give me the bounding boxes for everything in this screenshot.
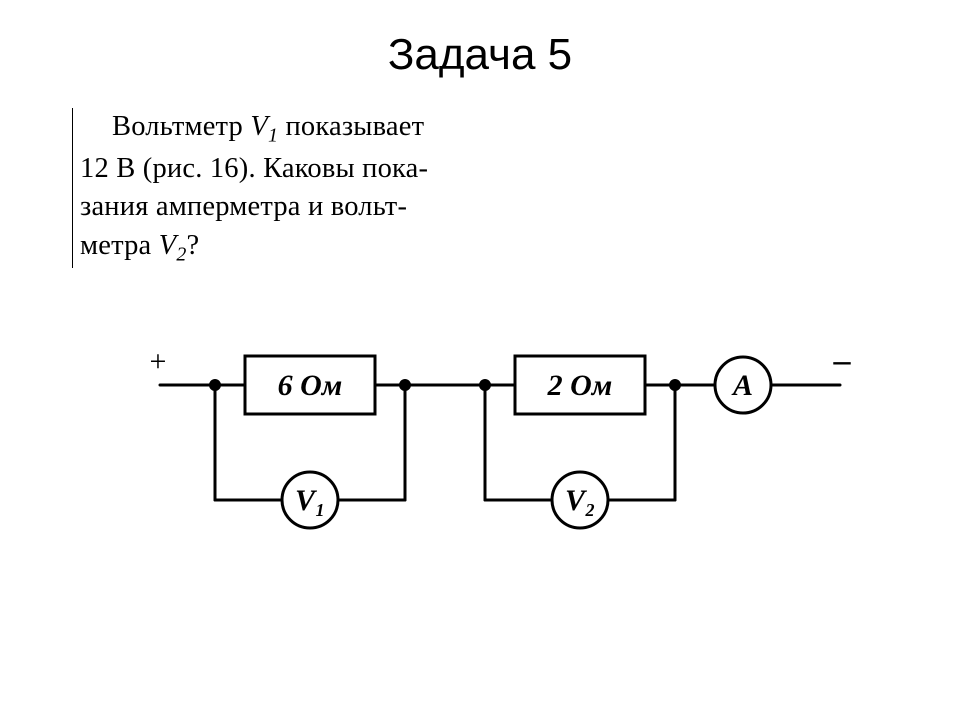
voltmeter-v2-sub: 2 [585,500,595,520]
v2-symbol: V [159,230,177,261]
ammeter-label: A [731,369,753,402]
problem-text: зания амперметра и вольт- [80,191,407,222]
v1-symbol: V [250,111,268,142]
problem-text: метра [80,230,159,261]
resistor-r2-label: 2 Ом [547,369,613,402]
v2-subscript: 2 [176,243,186,265]
problem-statement: Вольтметр V1 показывает 12 В (рис. 16). … [80,108,500,268]
circuit-diagram: +–6 Ом2 ОмAV1V2 [140,320,860,580]
v1-subscript: 1 [268,125,278,147]
minus-terminal: – [833,342,852,379]
problem-text: 12 В (рис. 16). Каковы пока- [80,153,428,184]
problem-text: Вольтметр [112,111,250,142]
problem-left-rule [72,108,73,268]
problem-text: ? [187,230,200,261]
resistor-r1-label: 6 Ом [278,369,343,402]
plus-terminal: + [150,345,167,378]
voltmeter-v1-sub: 1 [316,500,325,520]
page-title: Задача 5 [0,30,960,80]
problem-text: показывает [278,111,424,142]
